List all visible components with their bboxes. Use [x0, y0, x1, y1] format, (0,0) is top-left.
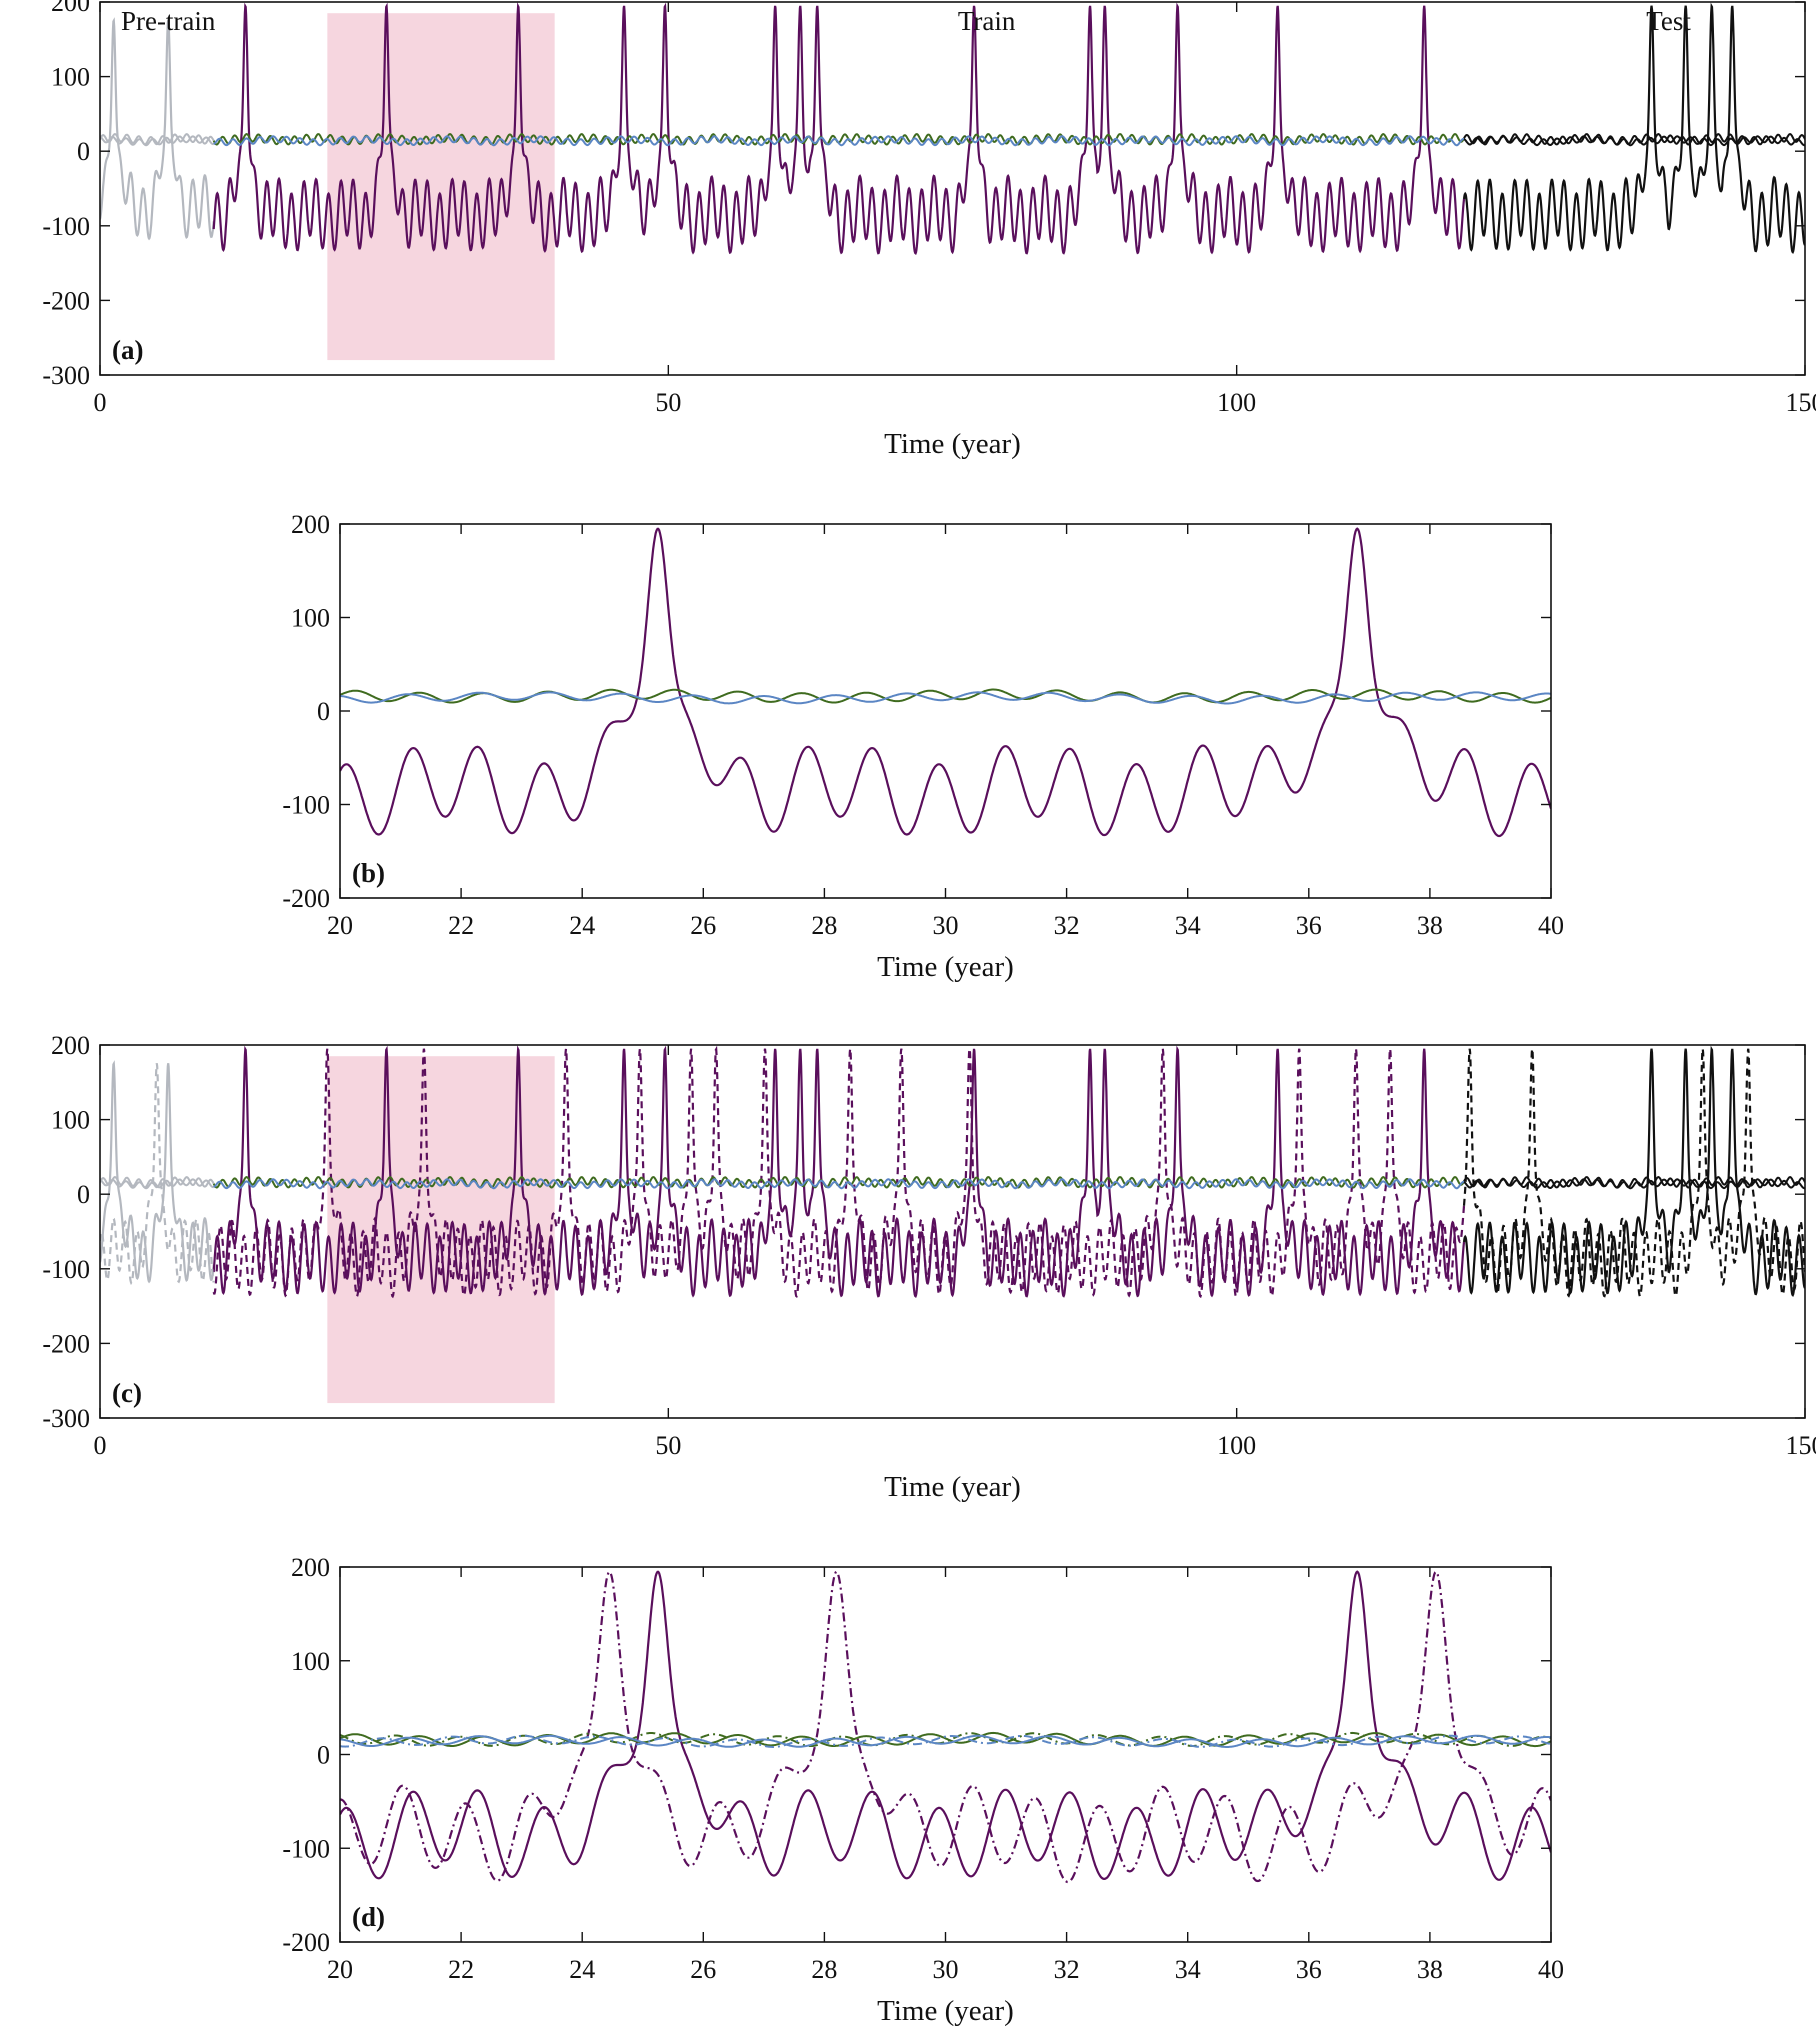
series-line-state3-train [213, 135, 1465, 147]
x-tick-label: 32 [1054, 1955, 1080, 1984]
x-tick-label: 34 [1175, 1955, 1201, 1984]
x-tick-label: 26 [690, 1955, 716, 1984]
axes-frame [99, 1, 1806, 376]
x-tick-label: 30 [933, 1955, 959, 1984]
panel-label: (c) [112, 1378, 142, 1408]
x-tick-label: 0 [94, 1431, 107, 1460]
x-tick-label: 20 [327, 1955, 353, 1984]
y-tick-label: 0 [317, 697, 330, 726]
x-tick-label: 50 [655, 1431, 681, 1460]
y-tick-label: -300 [42, 361, 90, 390]
x-tick-label: 32 [1054, 911, 1080, 940]
series-line-state1-test-dashed [1462, 1048, 1805, 1298]
series-group [340, 527, 1551, 838]
panel-label: (b) [352, 858, 385, 888]
y-tick-label: -100 [282, 791, 330, 820]
axes-frame [99, 1044, 1806, 1419]
series-line-state1-test [1462, 2, 1805, 255]
series-line-state3-test-solid [1463, 1178, 1805, 1190]
x-tick-label: 150 [1786, 388, 1816, 417]
x-tick-label: 36 [1296, 911, 1322, 940]
x-tick-label: 22 [448, 1955, 474, 1984]
axes-frame [339, 1566, 1552, 1943]
series-line-state3-test [1463, 135, 1805, 147]
series-group [100, 2, 1805, 256]
panel-label: (d) [352, 1902, 385, 1932]
y-tick-label: 200 [291, 510, 330, 539]
series-line-state1-test-solid [1462, 1045, 1805, 1298]
series-line-state3-train-solid [213, 1178, 1465, 1190]
x-axis-label: Time (year) [877, 1995, 1014, 2027]
y-tick-label: -100 [282, 1834, 330, 1863]
y-tick-label: -200 [42, 286, 90, 315]
x-tick-label: 100 [1217, 388, 1256, 417]
series-line-state2-pretrain [100, 133, 215, 146]
x-tick-label: 40 [1538, 1955, 1564, 1984]
series-line-state2-dashdot [340, 1731, 1551, 1747]
x-tick-label: 26 [690, 911, 716, 940]
y-tick-label: -100 [42, 212, 90, 241]
y-tick-label: 200 [51, 0, 90, 17]
series-line-state1 [340, 527, 1551, 838]
series-line-state3 [340, 691, 1551, 705]
series-line-state3-pretrain [100, 135, 214, 147]
x-tick-label: 28 [811, 911, 837, 940]
y-tick-label: 100 [291, 604, 330, 633]
y-tick-label: -200 [42, 1329, 90, 1358]
x-tick-label: 22 [448, 911, 474, 940]
x-tick-label: 40 [1538, 911, 1564, 940]
x-tick-label: 0 [94, 388, 107, 417]
x-tick-label: 24 [569, 1955, 595, 1984]
y-tick-label: 200 [51, 1031, 90, 1060]
y-tick-label: -200 [282, 884, 330, 913]
x-tick-label: 100 [1217, 1431, 1256, 1460]
y-tick-label: 100 [51, 63, 90, 92]
series-group [100, 1045, 1805, 1299]
x-axis-label: Time (year) [884, 1471, 1021, 1503]
series-line-state1-train [212, 2, 1466, 256]
x-tick-label: 28 [811, 1955, 837, 1984]
x-tick-label: 38 [1417, 1955, 1443, 1984]
series-line-state1-train-dashed [212, 1045, 1466, 1299]
y-tick-label: 0 [77, 137, 90, 166]
series-line-state1-dashdot [340, 1570, 1551, 1884]
series-line-state1-pretrain-dashed [100, 1063, 215, 1285]
y-tick-label: 100 [51, 1106, 90, 1135]
series-line-state1-solid [340, 1570, 1551, 1881]
panel-label: (a) [112, 335, 143, 365]
x-tick-label: 50 [655, 388, 681, 417]
y-tick-label: -300 [42, 1404, 90, 1433]
annotation-label: Train [958, 6, 1016, 36]
x-tick-label: 20 [327, 911, 353, 940]
y-tick-label: -100 [42, 1255, 90, 1284]
series-line-state3-solid [340, 1734, 1551, 1748]
x-axis-label: Time (year) [877, 951, 1014, 983]
x-tick-label: 38 [1417, 911, 1443, 940]
y-tick-label: 0 [317, 1741, 330, 1770]
series-line-state3-pretrain-solid [100, 1178, 214, 1190]
series-line-state1-pretrain [100, 17, 215, 241]
annotation-label: Pre-train [121, 6, 216, 36]
series-line-state2-pretrain-solid [100, 1176, 215, 1189]
series-group [340, 1570, 1551, 1884]
x-axis-label: Time (year) [884, 428, 1021, 460]
series-line-state3-dashdot [340, 1734, 1551, 1748]
annotation-label: Test [1646, 6, 1691, 36]
x-tick-label: 24 [569, 911, 595, 940]
x-tick-label: 30 [933, 911, 959, 940]
x-tick-label: 36 [1296, 1955, 1322, 1984]
y-tick-label: 200 [291, 1553, 330, 1582]
y-tick-label: 0 [77, 1180, 90, 1209]
y-tick-label: -200 [282, 1928, 330, 1957]
x-tick-label: 150 [1786, 1431, 1816, 1460]
y-tick-label: 100 [291, 1647, 330, 1676]
axes-frame [339, 523, 1552, 899]
x-tick-label: 34 [1175, 911, 1201, 940]
